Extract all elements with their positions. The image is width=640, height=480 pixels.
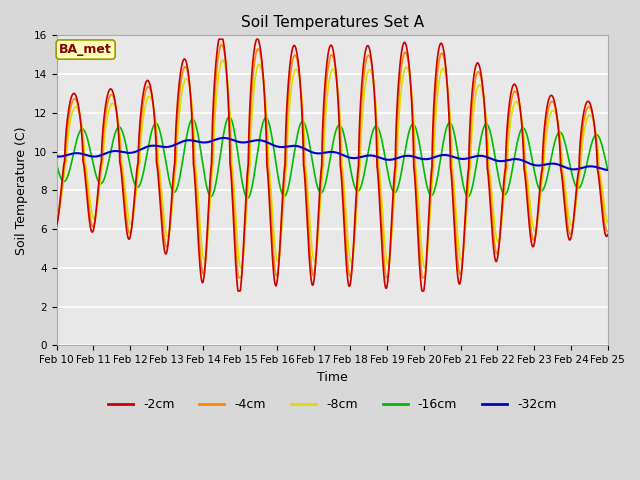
Y-axis label: Soil Temperature (C): Soil Temperature (C) bbox=[15, 126, 28, 254]
Text: BA_met: BA_met bbox=[60, 43, 112, 56]
X-axis label: Time: Time bbox=[317, 371, 348, 384]
Legend: -2cm, -4cm, -8cm, -16cm, -32cm: -2cm, -4cm, -8cm, -16cm, -32cm bbox=[103, 394, 561, 417]
Title: Soil Temperatures Set A: Soil Temperatures Set A bbox=[241, 15, 424, 30]
